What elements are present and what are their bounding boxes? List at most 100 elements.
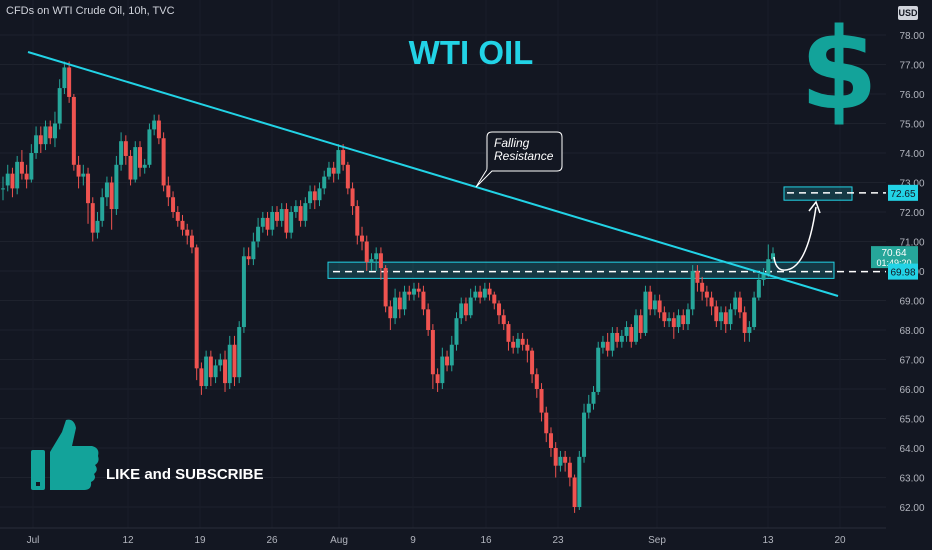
falling-resistance-line xyxy=(27,51,839,297)
dollar-icon: $ xyxy=(800,5,878,135)
candle xyxy=(241,256,246,328)
candle xyxy=(175,212,180,221)
candle xyxy=(544,412,549,434)
callout-line-2: Resistance xyxy=(494,149,554,163)
candle xyxy=(171,197,176,212)
candle xyxy=(506,324,511,342)
candle xyxy=(449,344,454,366)
x-tick-label: 16 xyxy=(480,535,492,546)
candle xyxy=(634,315,639,342)
x-tick-label: 26 xyxy=(266,535,278,546)
candle xyxy=(445,356,450,366)
candle xyxy=(317,188,322,201)
x-tick-label: 23 xyxy=(552,535,564,546)
candle xyxy=(426,309,431,330)
candle xyxy=(411,288,416,295)
symbol-header: CFDs on WTI Crude Oil, 10h, TVC xyxy=(6,5,175,17)
candle xyxy=(369,259,374,263)
candle xyxy=(355,206,360,236)
candle xyxy=(142,164,147,168)
candle xyxy=(454,318,459,345)
candle xyxy=(345,164,350,189)
currency-badge[interactable]: USD xyxy=(898,6,918,20)
candle xyxy=(204,356,209,387)
candle xyxy=(482,288,487,298)
y-tick-label: 71.00 xyxy=(899,238,924,249)
candle xyxy=(374,253,379,260)
candle xyxy=(728,309,733,325)
candle xyxy=(468,297,473,316)
price-label-text: 72.65 xyxy=(890,189,915,200)
candle xyxy=(690,271,695,310)
candle xyxy=(137,147,142,168)
candle xyxy=(62,67,67,89)
candle xyxy=(298,206,303,221)
candle xyxy=(312,191,317,201)
candle xyxy=(223,359,228,384)
candle xyxy=(251,241,256,260)
chart-title: WTI OIL xyxy=(408,34,534,71)
candle xyxy=(119,141,124,165)
candle xyxy=(128,155,133,180)
candle xyxy=(742,312,747,333)
y-tick-label: 65.00 xyxy=(899,415,924,426)
candle xyxy=(208,356,213,378)
candle xyxy=(501,315,506,325)
y-tick-label: 73.00 xyxy=(899,179,924,190)
candle xyxy=(322,176,327,189)
candle xyxy=(308,191,313,204)
candle xyxy=(747,327,752,333)
candle xyxy=(511,341,516,348)
candle xyxy=(147,129,152,165)
candle xyxy=(274,212,279,221)
candle xyxy=(685,309,690,325)
candle xyxy=(709,297,714,307)
candle xyxy=(478,291,483,298)
candle xyxy=(19,161,24,174)
candle xyxy=(572,477,577,507)
candle xyxy=(638,315,643,333)
candle xyxy=(161,138,166,186)
candle xyxy=(260,217,265,227)
candle xyxy=(596,347,601,392)
candle xyxy=(24,173,29,180)
y-tick-label: 76.00 xyxy=(899,90,924,101)
candle xyxy=(180,220,185,230)
current-price-label xyxy=(871,246,918,269)
projection-arrow-head xyxy=(808,200,821,214)
candle xyxy=(5,173,10,186)
candle xyxy=(114,164,119,210)
candle xyxy=(619,335,624,342)
candle xyxy=(95,220,100,233)
candle xyxy=(737,297,742,313)
candle xyxy=(57,88,62,124)
x-tick-label: 9 xyxy=(410,535,416,546)
callout-bubble xyxy=(475,131,563,188)
candle xyxy=(326,167,331,177)
candle xyxy=(71,96,76,165)
candle xyxy=(600,341,605,348)
candle xyxy=(567,462,572,478)
y-tick-label: 74.00 xyxy=(899,149,924,160)
candle xyxy=(270,212,275,230)
x-tick-label: 12 xyxy=(122,535,134,546)
candle xyxy=(38,135,43,145)
candle xyxy=(256,226,261,242)
candle xyxy=(52,123,57,139)
candle xyxy=(152,120,157,130)
candle xyxy=(586,403,591,413)
candle xyxy=(463,303,468,316)
x-tick-label: 13 xyxy=(762,535,774,546)
candle xyxy=(662,312,667,322)
y-tick-label: 63.00 xyxy=(899,474,924,485)
candle xyxy=(284,209,289,233)
y-tick-label: 66.00 xyxy=(899,385,924,396)
candle xyxy=(194,247,199,369)
candle xyxy=(331,167,336,174)
candle xyxy=(246,256,251,260)
candle xyxy=(388,306,393,319)
candle xyxy=(265,217,270,230)
y-tick-label: 78.00 xyxy=(899,31,924,42)
y-tick-label: 68.00 xyxy=(899,326,924,337)
